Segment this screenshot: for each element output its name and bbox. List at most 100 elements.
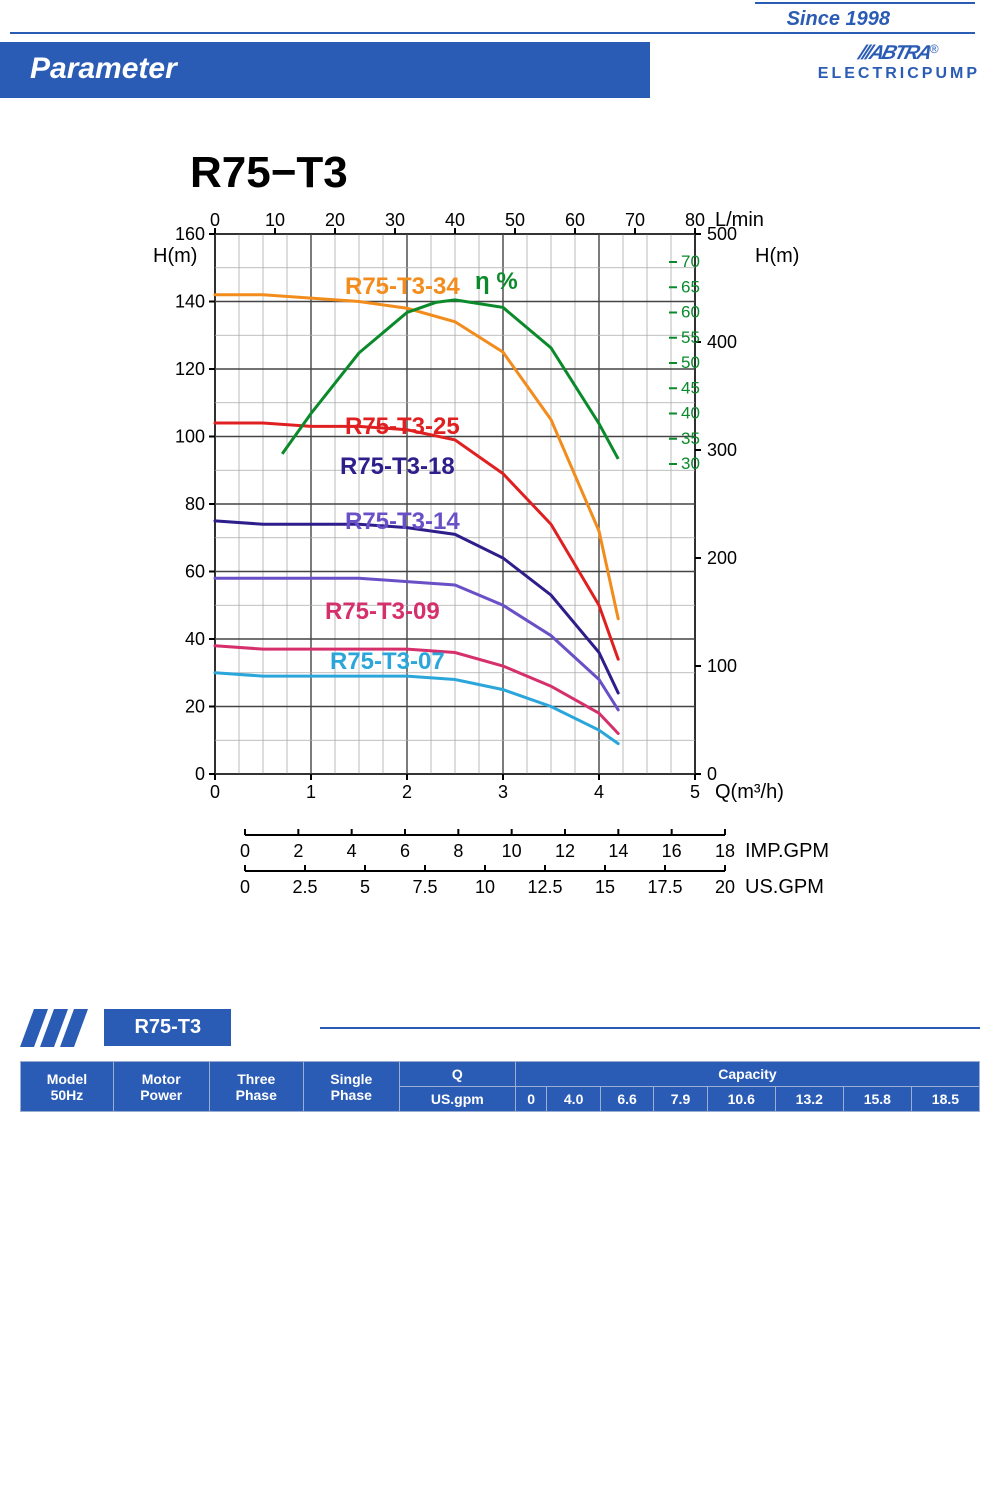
svg-text:14: 14 [608,841,628,861]
svg-text:60: 60 [565,210,585,230]
svg-text:0: 0 [195,764,205,784]
page-title: Parameter [0,42,650,86]
spec-table: Model50HzMotorPowerThreePhaseSinglePhase… [20,1061,980,1112]
since-text: Since 1998 [787,8,890,31]
extra-scale-row: 0 2.5 5 7.5 10 12.5 15 17.5 20 US.GPM [150,865,850,901]
top-accent-line [755,2,975,4]
svg-text:H(m): H(m) [153,245,197,267]
svg-text:17.5: 17.5 [647,877,682,897]
logo-top-text: ///ABTRA [856,42,933,65]
svg-text:4: 4 [594,782,604,802]
svg-text:L/min: L/min [715,209,764,231]
svg-text:140: 140 [175,292,205,312]
cap-cell: 7.9 [654,1087,707,1112]
svg-text:12: 12 [555,841,575,861]
svg-text:IMP.GPM: IMP.GPM [745,840,829,862]
svg-text:6: 6 [400,841,410,861]
svg-text:R75-T3-25: R75-T3-25 [345,413,460,440]
cap-cell: 0 [515,1087,547,1112]
svg-text:0: 0 [240,877,250,897]
svg-text:65: 65 [681,277,700,296]
svg-text:10: 10 [475,877,495,897]
slash-decoration [20,1009,94,1047]
svg-text:30: 30 [385,210,405,230]
topbar: Since 1998 [0,0,1000,40]
cap-cell: 10.6 [707,1087,775,1112]
row-usgpm: US.gpm [399,1087,515,1112]
svg-text:5: 5 [690,782,700,802]
svg-text:4: 4 [347,841,357,861]
svg-text:80: 80 [685,210,705,230]
svg-text:18: 18 [715,841,735,861]
cap-cell: 13.2 [775,1087,843,1112]
svg-text:3: 3 [498,782,508,802]
svg-text:8: 8 [453,841,463,861]
col-model: Model50Hz [21,1062,114,1112]
svg-text:H(m): H(m) [755,245,799,267]
svg-text:80: 80 [185,494,205,514]
svg-text:η %: η % [475,268,518,295]
svg-text:40: 40 [185,629,205,649]
svg-text:7.5: 7.5 [412,877,437,897]
svg-text:20: 20 [185,697,205,717]
table-tab: R75-T3 [104,1009,231,1046]
svg-text:60: 60 [681,303,700,322]
extra-scale-row: 0 2 4 6 8 10 12 14 16 18 IMP.GPM [150,829,850,865]
svg-text:US.GPM: US.GPM [745,876,824,898]
extra-x-scales: 024681012141618IMP.GPM02.557.51012.51517… [150,829,850,969]
svg-text:35: 35 [681,429,700,448]
svg-text:0: 0 [210,210,220,230]
performance-chart: 020406080100120140160H(m)010020030040050… [120,204,880,824]
svg-text:5: 5 [360,877,370,897]
svg-text:Q(m³/h): Q(m³/h) [715,781,784,803]
cap-cell: 6.6 [600,1087,653,1112]
svg-text:70: 70 [625,210,645,230]
svg-text:R75-T3-34: R75-T3-34 [345,273,460,300]
svg-text:16: 16 [662,841,682,861]
cap-cell: 15.8 [843,1087,911,1112]
svg-text:200: 200 [707,548,737,568]
top-divider [10,32,975,34]
svg-text:2.5: 2.5 [292,877,317,897]
svg-text:100: 100 [175,427,205,447]
svg-text:10: 10 [265,210,285,230]
svg-text:R75-T3-09: R75-T3-09 [325,598,440,625]
col-q: Q [399,1062,515,1087]
svg-text:400: 400 [707,332,737,352]
col-capacity: Capacity [515,1062,979,1087]
svg-text:1: 1 [306,782,316,802]
chart-container: R75−T3 020406080100120140160H(m)01002003… [120,148,880,969]
svg-text:30: 30 [681,454,700,473]
header-bar: Parameter ///ABTRA® ELECTRICPUMP [0,42,650,98]
svg-text:60: 60 [185,562,205,582]
col-motor: MotorPower [113,1062,209,1112]
svg-text:45: 45 [681,378,700,397]
svg-text:R75-T3-14: R75-T3-14 [345,508,460,535]
svg-text:10: 10 [502,841,522,861]
svg-text:70: 70 [681,252,700,271]
svg-text:120: 120 [175,359,205,379]
cap-cell: 4.0 [547,1087,600,1112]
svg-text:55: 55 [681,328,700,347]
svg-text:100: 100 [707,656,737,676]
svg-text:0: 0 [210,782,220,802]
svg-text:2: 2 [402,782,412,802]
brand-logo: ///ABTRA® ELECTRICPUMP [818,42,980,83]
svg-text:15: 15 [595,877,615,897]
svg-text:50: 50 [681,353,700,372]
svg-text:300: 300 [707,440,737,460]
col-3ph: ThreePhase [209,1062,303,1112]
svg-text:12.5: 12.5 [527,877,562,897]
svg-text:50: 50 [505,210,525,230]
tab-line [320,1027,980,1029]
svg-text:20: 20 [325,210,345,230]
svg-text:R75-T3-18: R75-T3-18 [340,453,455,480]
svg-text:40: 40 [681,404,700,423]
chart-title: R75−T3 [190,148,880,198]
svg-text:20: 20 [715,877,735,897]
svg-text:2: 2 [293,841,303,861]
table-header-bar: R75-T3 [20,1009,980,1049]
logo-sub-text: ELECTRICPUMP [818,65,980,83]
col-1ph: SinglePhase [303,1062,399,1112]
svg-text:0: 0 [240,841,250,861]
